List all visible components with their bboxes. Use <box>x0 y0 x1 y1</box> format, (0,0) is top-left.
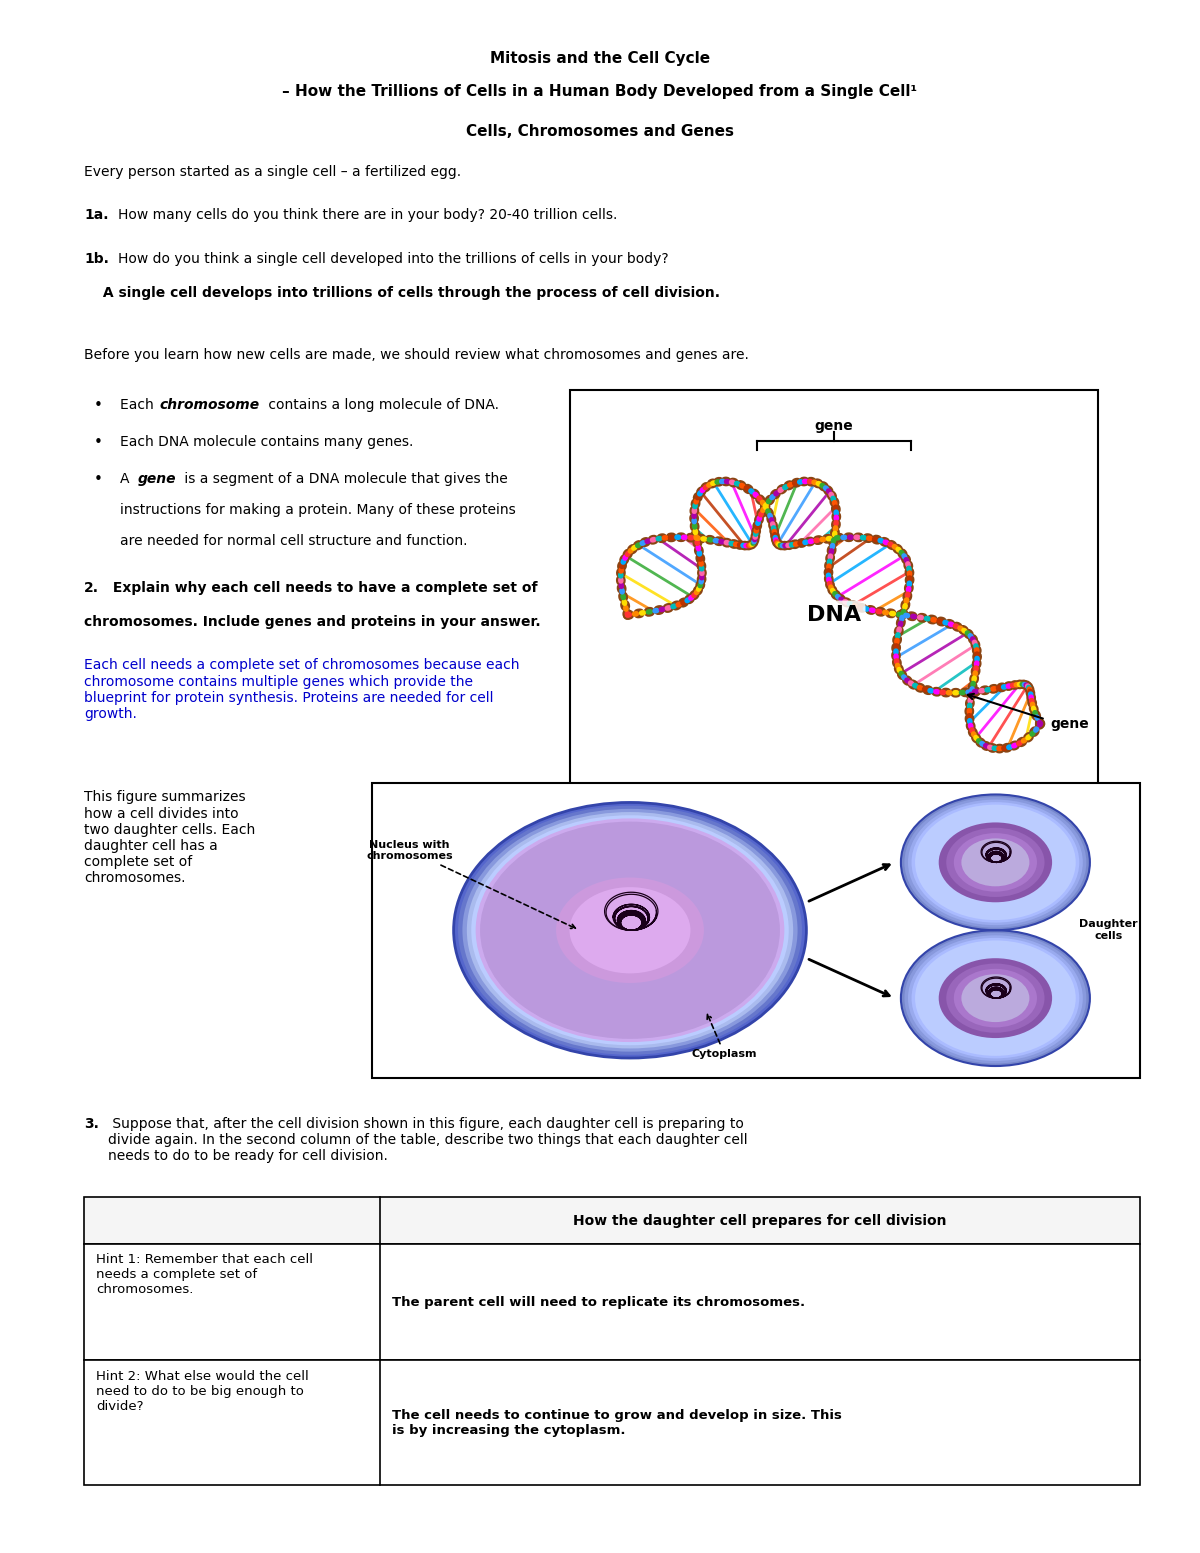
Ellipse shape <box>480 822 780 1039</box>
Ellipse shape <box>454 803 806 1058</box>
Text: 3.: 3. <box>84 1117 98 1131</box>
Text: chromosomes. Include genes and proteins in your answer.: chromosomes. Include genes and proteins … <box>84 615 541 629</box>
Text: – How the Trillions of Cells in a Human Body Developed from a Single Cell¹: – How the Trillions of Cells in a Human … <box>282 84 918 99</box>
Bar <box>570 390 1098 840</box>
Text: Explain why each cell needs to have a complete set of: Explain why each cell needs to have a co… <box>108 581 538 595</box>
Text: How do you think a single cell developed into the trillions of cells in your bod: How do you think a single cell developed… <box>118 252 668 266</box>
Text: gene: gene <box>815 419 853 433</box>
Text: 1a.: 1a. <box>84 208 108 222</box>
Text: Every person started as a single cell – a fertilized egg.: Every person started as a single cell – … <box>84 165 461 179</box>
Ellipse shape <box>462 809 798 1051</box>
Text: Cells, Chromosomes and Genes: Cells, Chromosomes and Genes <box>466 124 734 140</box>
Text: gene: gene <box>138 472 176 486</box>
Ellipse shape <box>475 818 785 1042</box>
Text: The cell needs to continue to grow and develop in size. This
is by increasing th: The cell needs to continue to grow and d… <box>391 1409 841 1437</box>
Ellipse shape <box>916 804 1075 919</box>
Text: 1b.: 1b. <box>84 252 109 266</box>
Text: Hint 2: What else would the cell
need to do to be big enough to
divide?: Hint 2: What else would the cell need to… <box>96 1370 308 1413</box>
Text: •: • <box>94 398 102 413</box>
Ellipse shape <box>954 969 1037 1028</box>
Ellipse shape <box>954 832 1037 891</box>
Ellipse shape <box>961 839 1030 887</box>
Ellipse shape <box>905 933 1086 1064</box>
Text: Cytoplasm: Cytoplasm <box>691 1014 757 1059</box>
Text: •: • <box>94 435 102 450</box>
Text: gene: gene <box>1051 716 1090 731</box>
Bar <box>84 1360 1140 1485</box>
Text: chromosome: chromosome <box>160 398 259 412</box>
Ellipse shape <box>542 868 718 992</box>
Text: is a segment of a DNA molecule that gives the: is a segment of a DNA molecule that give… <box>180 472 508 486</box>
Ellipse shape <box>916 941 1075 1056</box>
Text: contains a long molecule of DNA.: contains a long molecule of DNA. <box>264 398 499 412</box>
Bar <box>84 1244 1140 1360</box>
Ellipse shape <box>529 859 731 1002</box>
Text: How the daughter cell prepares for cell division: How the daughter cell prepares for cell … <box>574 1213 947 1228</box>
Ellipse shape <box>570 887 690 974</box>
Text: Suppose that, after the cell division shown in this figure, each daughter cell i: Suppose that, after the cell division sh… <box>108 1117 748 1163</box>
Text: Mitosis and the Cell Cycle: Mitosis and the Cell Cycle <box>490 51 710 67</box>
Text: How many cells do you think there are in your body? 20-40 trillion cells.: How many cells do you think there are in… <box>118 208 617 222</box>
Ellipse shape <box>912 801 1079 922</box>
Text: Nucleus with
chromosomes: Nucleus with chromosomes <box>366 840 575 929</box>
Text: 2.: 2. <box>84 581 100 595</box>
Ellipse shape <box>947 828 1044 898</box>
Ellipse shape <box>908 935 1082 1061</box>
Text: Each cell needs a complete set of chromosomes because each
chromosome contains m: Each cell needs a complete set of chromo… <box>84 658 520 721</box>
Text: DNA: DNA <box>806 606 862 624</box>
Text: Each DNA molecule contains many genes.: Each DNA molecule contains many genes. <box>120 435 413 449</box>
Text: •: • <box>94 472 102 488</box>
Ellipse shape <box>938 958 1052 1037</box>
Ellipse shape <box>905 797 1086 927</box>
Text: Daughter
cells: Daughter cells <box>1080 919 1138 941</box>
Ellipse shape <box>901 930 1090 1065</box>
Bar <box>372 783 1140 1078</box>
Ellipse shape <box>947 963 1044 1033</box>
Ellipse shape <box>901 795 1090 930</box>
Text: are needed for normal cell structure and function.: are needed for normal cell structure and… <box>120 534 468 548</box>
Ellipse shape <box>467 812 793 1048</box>
Text: The parent cell will need to replicate its chromosomes.: The parent cell will need to replicate i… <box>391 1295 805 1309</box>
Text: A: A <box>120 472 134 486</box>
Text: instructions for making a protein. Many of these proteins: instructions for making a protein. Many … <box>120 503 516 517</box>
Ellipse shape <box>556 877 704 983</box>
Text: Before you learn how new cells are made, we should review what chromosomes and g: Before you learn how new cells are made,… <box>84 348 749 362</box>
Text: A single cell develops into trillions of cells through the process of cell divis: A single cell develops into trillions of… <box>98 286 720 300</box>
Ellipse shape <box>961 974 1030 1022</box>
Text: Hint 1: Remember that each cell
needs a complete set of
chromosomes.: Hint 1: Remember that each cell needs a … <box>96 1253 313 1297</box>
Text: Each: Each <box>120 398 158 412</box>
Ellipse shape <box>458 806 802 1054</box>
Ellipse shape <box>908 800 1082 926</box>
Ellipse shape <box>938 823 1052 902</box>
Ellipse shape <box>912 938 1079 1059</box>
Bar <box>84 1197 1140 1244</box>
Ellipse shape <box>472 815 788 1045</box>
Text: This figure summarizes
how a cell divides into
two daughter cells. Each
daughter: This figure summarizes how a cell divide… <box>84 790 256 885</box>
